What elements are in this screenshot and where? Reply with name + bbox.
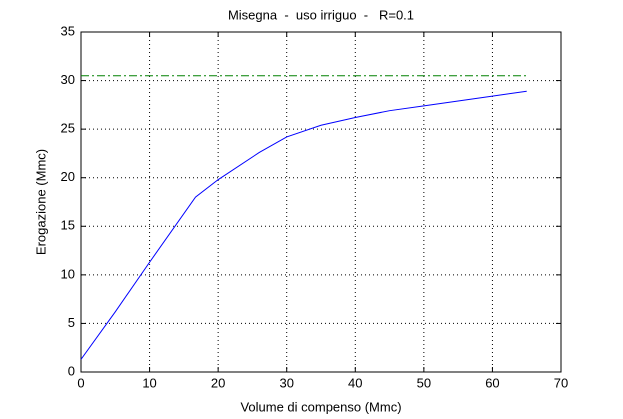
x-tick-label: 30 [279, 375, 293, 390]
y-tick-label: 25 [61, 121, 75, 136]
y-tick-label: 15 [61, 218, 75, 233]
y-tick-label: 5 [68, 315, 75, 330]
y-tick-label: 10 [61, 266, 75, 281]
line-series [80, 90, 527, 360]
x-tick-label: 70 [554, 375, 568, 390]
y-tick-label: 20 [61, 169, 75, 184]
chart-title: Misegna - uso irriguo - R=0.1 [228, 7, 414, 22]
x-tick-label: 10 [142, 375, 156, 390]
y-tick-label: 0 [68, 363, 75, 378]
axes-box [80, 31, 562, 373]
y-tick-label: 35 [61, 23, 75, 38]
x-tick-label: 40 [348, 375, 362, 390]
y-tick-label: 30 [61, 72, 75, 87]
x-tick-label: 50 [417, 375, 431, 390]
plot-area [81, 32, 561, 372]
x-axis-label: Volume di compenso (Mmc) [240, 399, 401, 414]
y-axis-label: Erogazione (Mmc) [33, 149, 48, 255]
x-tick-label: 0 [77, 375, 84, 390]
x-tick-label: 60 [485, 375, 499, 390]
x-tick-label: 20 [211, 375, 225, 390]
